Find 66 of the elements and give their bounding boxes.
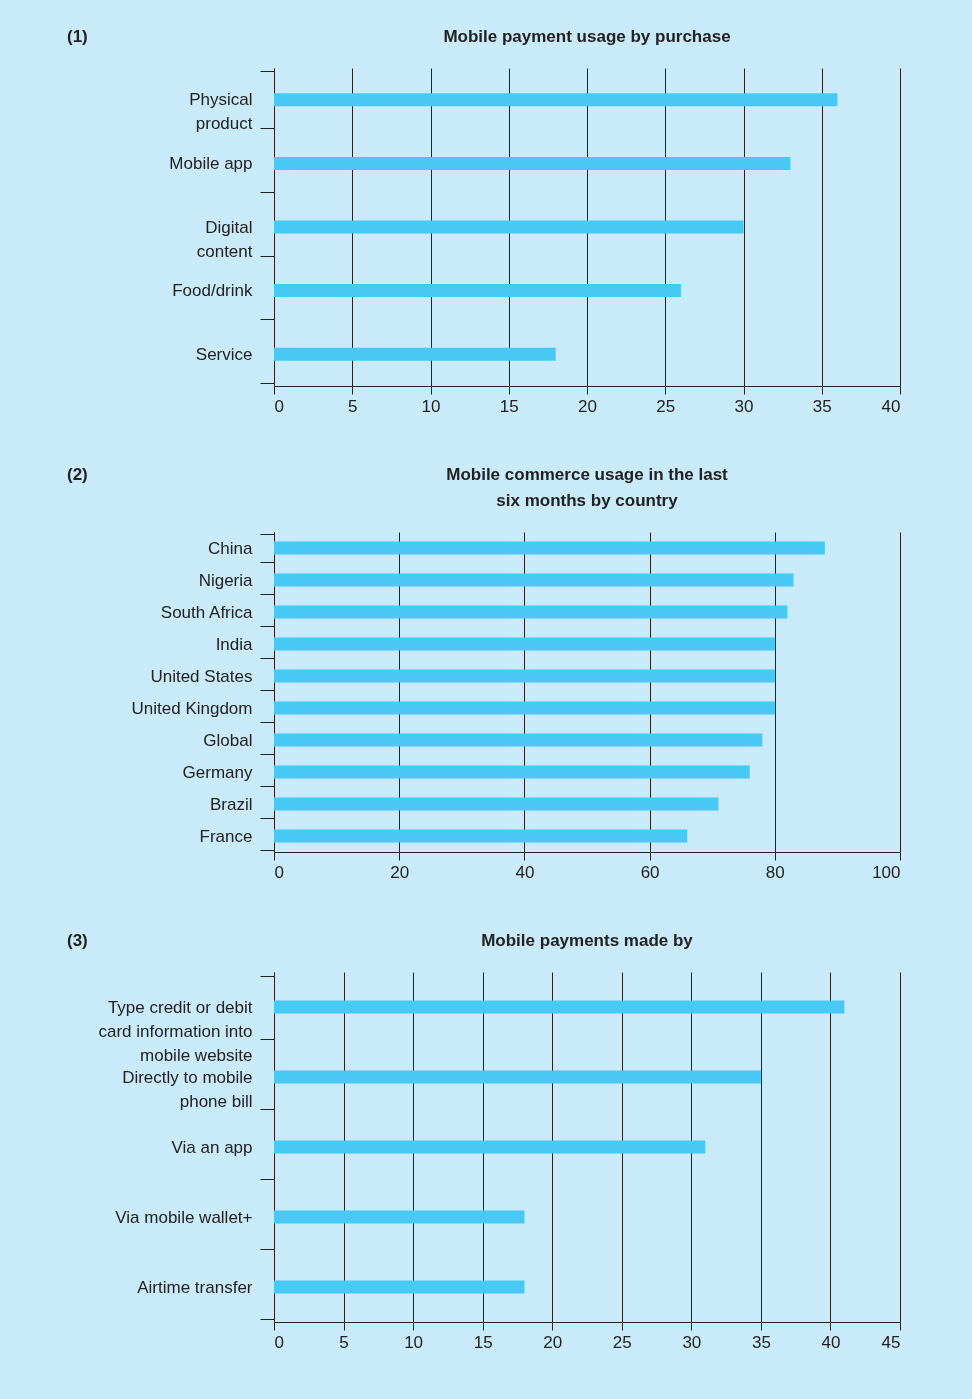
- x-tick-label: 40: [821, 1332, 841, 1352]
- x-tick-label: 25: [656, 396, 676, 416]
- bar: [274, 733, 763, 747]
- text: (1): [67, 27, 88, 46]
- x-tick-label: 20: [543, 1332, 563, 1352]
- y-tick-label: Mobile app: [169, 153, 253, 173]
- bar: [274, 605, 788, 619]
- x-tick-label: 80: [765, 862, 785, 882]
- y-tick-label: Via an app: [171, 1137, 253, 1157]
- x-tick-label: 100: [872, 862, 901, 882]
- x-tick-label: 60: [640, 862, 660, 882]
- y-tick-label: Physical product: [189, 90, 253, 134]
- x-tick-label: 15: [473, 1332, 493, 1352]
- bar: [274, 669, 775, 683]
- y-tick-label: India: [215, 634, 254, 654]
- bar: [274, 1070, 761, 1084]
- x-tick-label: 5: [348, 396, 358, 416]
- bar: [274, 637, 775, 651]
- x-tick-label: 40: [515, 862, 535, 882]
- x-tick-label: 10: [421, 396, 441, 416]
- chart-title: Mobile commerce usage in the last six months by country: [446, 465, 729, 510]
- y-tick-label: Food/drink: [172, 281, 253, 301]
- x-tick-label: 15: [499, 396, 519, 416]
- x-tick-label: 25: [612, 1332, 632, 1352]
- bar: [274, 1280, 525, 1294]
- x-tick-label: 30: [734, 396, 754, 416]
- y-tick-label: Service: [195, 344, 253, 364]
- y-tick-label: Germany: [182, 762, 253, 782]
- bar: [274, 573, 794, 587]
- x-tick-label: 35: [812, 396, 832, 416]
- x-tick-label: 0: [274, 1332, 284, 1352]
- text: (2): [67, 465, 88, 484]
- y-tick-label: Global: [203, 730, 253, 750]
- bar: [274, 1140, 706, 1154]
- y-tick-label: Brazil: [209, 794, 253, 814]
- y-tick-label: Directly to mobile phone bill: [122, 1067, 253, 1111]
- x-tick-label: 45: [881, 1332, 901, 1352]
- bar: [274, 1000, 845, 1014]
- y-tick-label: South Africa: [160, 602, 254, 622]
- y-tick-label: Digital content: [196, 217, 253, 261]
- x-tick-label: 0: [274, 396, 284, 416]
- y-tick-label: Via mobile wallet+: [115, 1207, 253, 1227]
- chart-title: Mobile payments made by: [481, 931, 694, 950]
- y-tick-label: China: [208, 538, 254, 558]
- y-tick-label: France: [199, 826, 253, 846]
- y-tick-label: United States: [150, 666, 253, 686]
- y-tick-label: Type credit or debit card information into mobile website: [98, 997, 253, 1065]
- chart-title: Mobile payment usage by purchase: [443, 27, 731, 46]
- x-tick-label: 20: [578, 396, 597, 416]
- bar: [274, 701, 775, 715]
- x-tick-label: 20: [390, 862, 410, 882]
- y-tick-label: United Kingdom: [131, 698, 253, 718]
- x-tick-label: 0: [274, 862, 284, 882]
- x-tick-label: 30: [682, 1332, 702, 1352]
- bar: [274, 1210, 525, 1224]
- x-tick-label: 40: [881, 396, 901, 416]
- x-tick-label: 5: [339, 1332, 349, 1352]
- text: (3): [67, 931, 88, 950]
- bar: [274, 797, 719, 811]
- x-tick-label: 10: [404, 1332, 424, 1352]
- bar: [274, 829, 688, 843]
- x-tick-label: 35: [751, 1332, 771, 1352]
- bar: [274, 765, 750, 779]
- y-tick-label: Nigeria: [198, 570, 254, 590]
- bar: [274, 541, 825, 555]
- y-tick-label: Airtime transfer: [137, 1277, 253, 1297]
